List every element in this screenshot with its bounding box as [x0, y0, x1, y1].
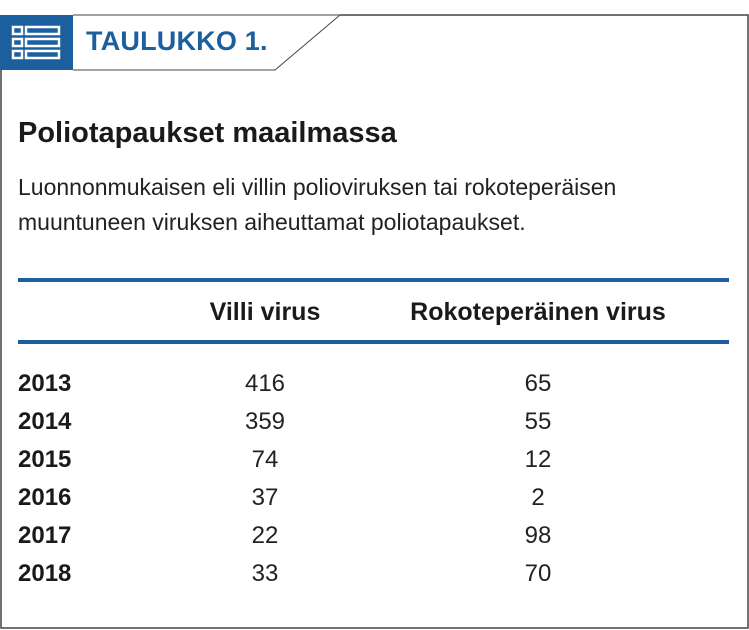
table-row: 2016 37 2 [0, 479, 749, 517]
table-number-label: TAULUKKO 1. [86, 26, 268, 56]
villi-virus-cell: 33 [251, 560, 279, 587]
year-cell: 2014 [18, 408, 72, 435]
header-icon-badge [0, 15, 73, 70]
table-subtitle: Luonnonmukaisen eli villin polioviruksen… [18, 174, 617, 235]
header-bottom-rule [18, 340, 729, 344]
year-cell: 2013 [18, 370, 72, 397]
villi-virus-cell: 74 [251, 446, 279, 473]
table-row: 2015 74 12 [0, 441, 749, 479]
villi-virus-cell: 22 [251, 522, 279, 549]
table-row: 2017 22 98 [0, 517, 749, 555]
table-list-icon [11, 25, 61, 60]
year-cell: 2015 [18, 446, 72, 473]
column-header-rokoteperainen-virus: Rokoteperäinen virus [410, 298, 666, 326]
column-header-villi-virus: Villi virus [209, 298, 321, 326]
table-body: 2013 416 65 2014 359 55 2015 74 12 2016 … [0, 365, 749, 593]
rokoteperainen-virus-cell: 2 [531, 484, 545, 511]
table-row: 2014 359 55 [0, 403, 749, 441]
table-row: 2013 416 65 [0, 365, 749, 403]
rokoteperainen-virus-cell: 12 [524, 446, 552, 473]
rokoteperainen-virus-cell: 98 [524, 522, 552, 549]
year-cell: 2016 [18, 484, 72, 511]
rokoteperainen-virus-cell: 55 [524, 408, 552, 435]
year-cell: 2018 [18, 560, 72, 587]
table-title: Poliotapaukset maailmassa [18, 117, 397, 149]
rokoteperainen-virus-cell: 65 [524, 370, 552, 397]
year-cell: 2017 [18, 522, 72, 549]
villi-virus-cell: 359 [244, 408, 286, 435]
villi-virus-cell: 416 [244, 370, 286, 397]
rokoteperainen-virus-cell: 70 [524, 560, 552, 587]
header-top-rule [18, 278, 729, 282]
table-row: 2018 33 70 [0, 555, 749, 593]
villi-virus-cell: 37 [251, 484, 279, 511]
